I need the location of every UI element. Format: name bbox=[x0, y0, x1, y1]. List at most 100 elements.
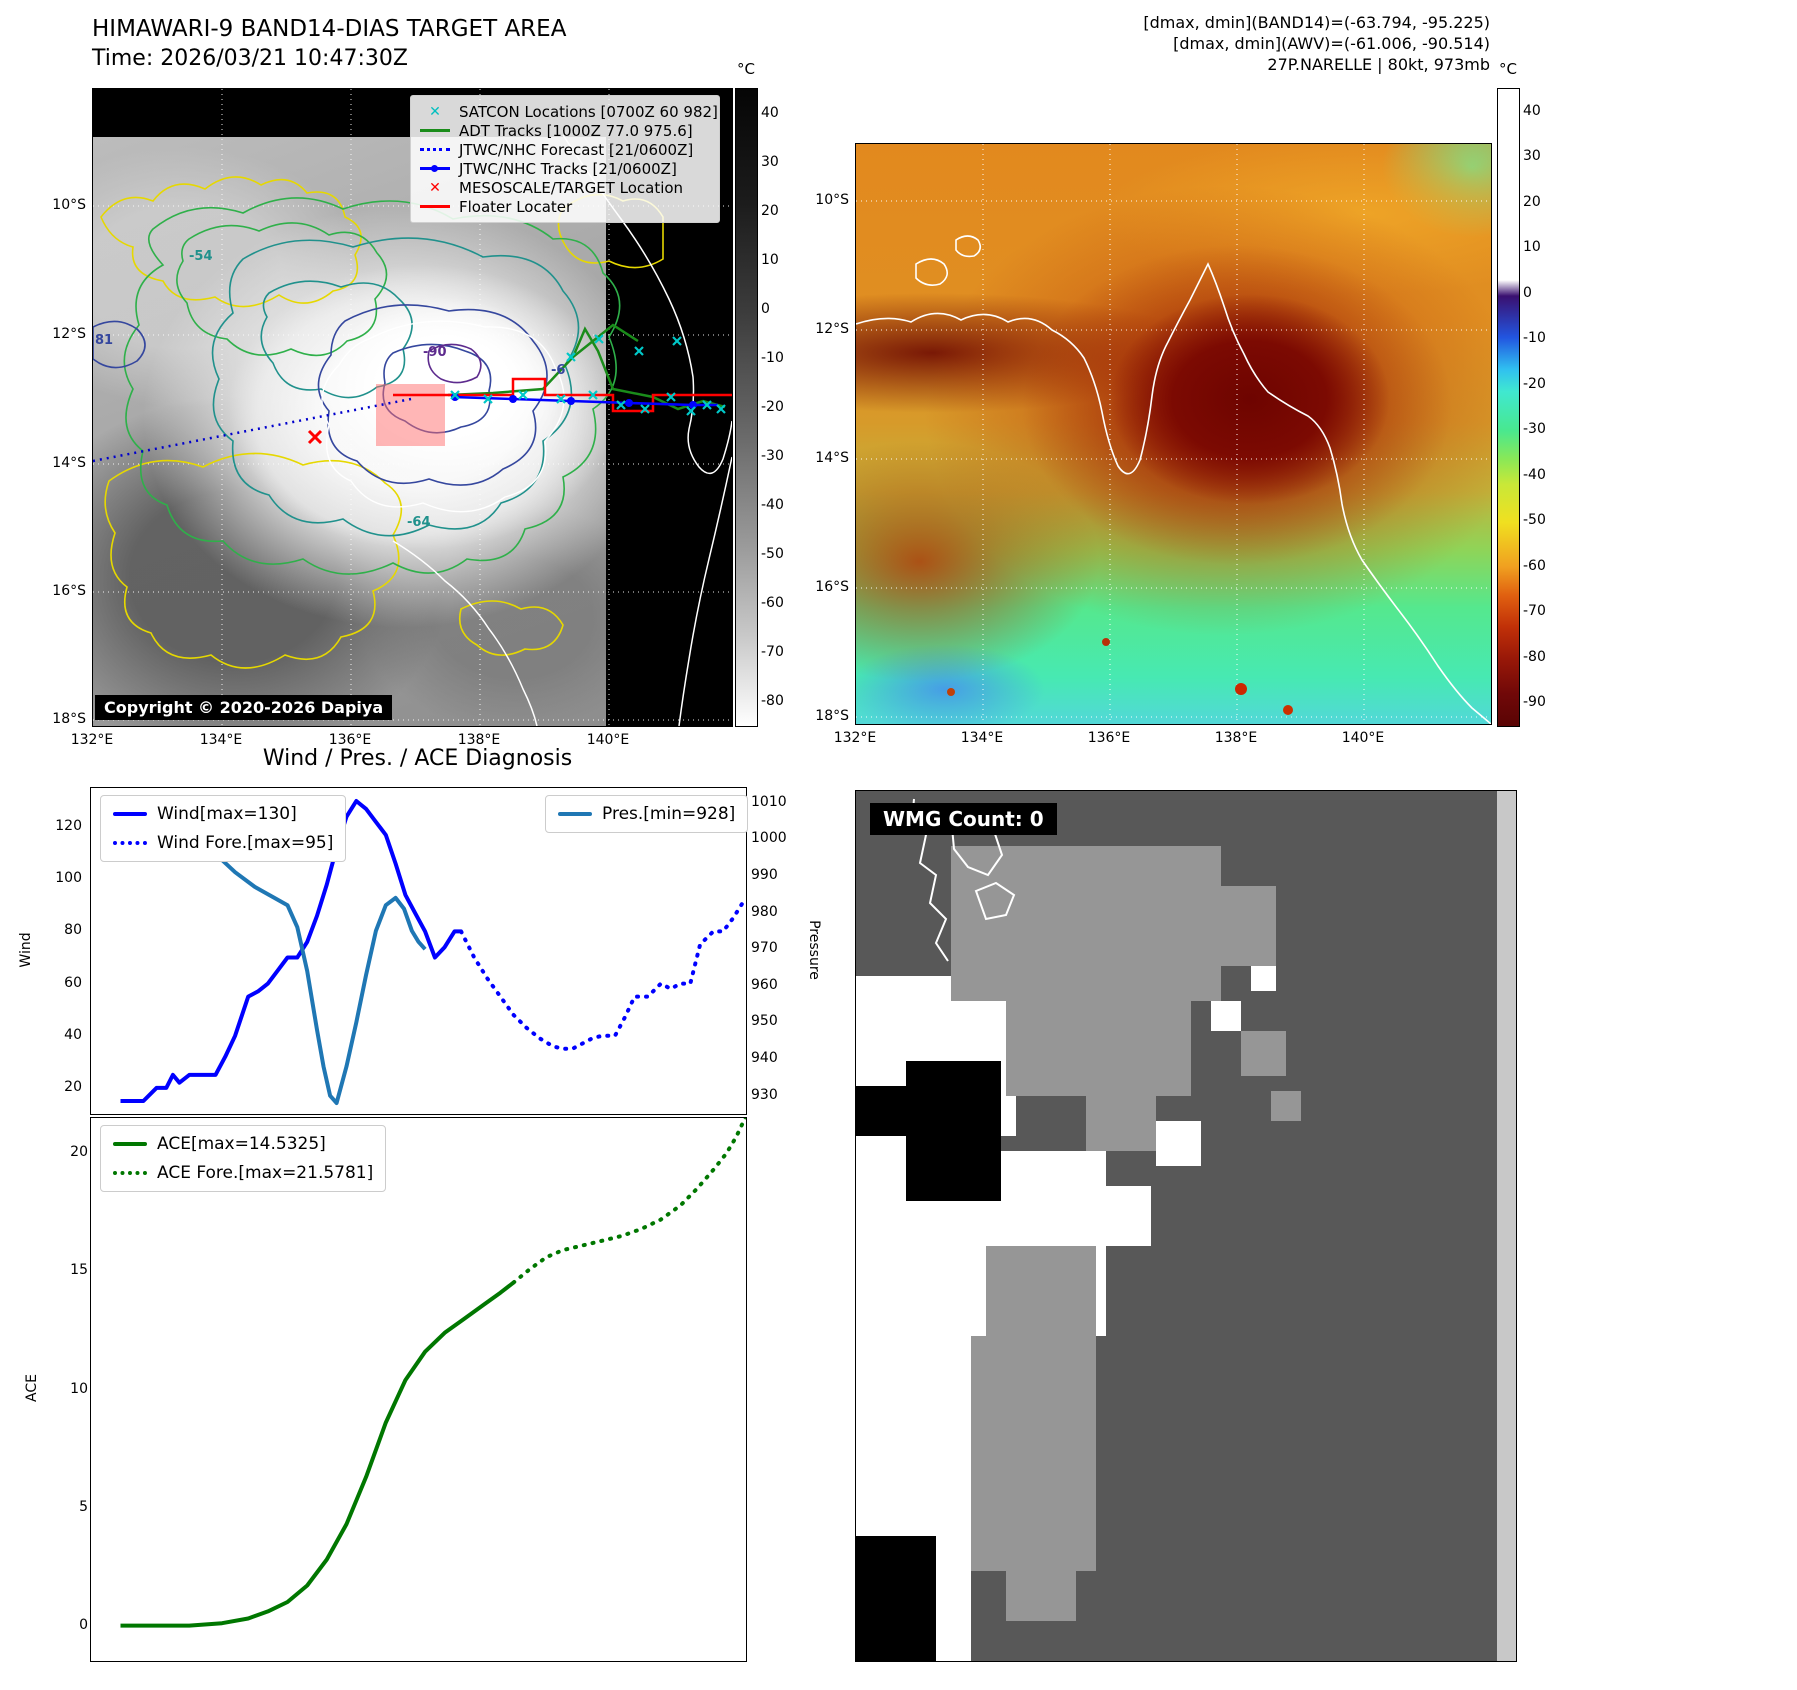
chart-line bbox=[120, 808, 427, 1105]
wind-legend: Wind[max=130] Wind Fore.[max=95] bbox=[100, 795, 347, 862]
page-title: HIMAWARI-9 BAND14-DIAS TARGET AREA bbox=[92, 16, 567, 42]
tick-label: -90 bbox=[1523, 694, 1546, 711]
tick-label: -80 bbox=[1523, 648, 1546, 665]
wmg-pixel-blocks bbox=[856, 791, 1516, 1661]
tick-label: 134°E bbox=[960, 730, 1004, 746]
tick-label: 980 bbox=[751, 903, 778, 920]
tick-label: -60 bbox=[1523, 557, 1546, 574]
tick-label: -70 bbox=[761, 643, 784, 660]
legend-label: Floater Locater bbox=[459, 197, 573, 216]
tick-label: 136°E bbox=[1087, 730, 1131, 746]
legend-label: JTWC/NHC Forecast [21/0600Z] bbox=[459, 140, 694, 159]
tick-label: 18°S bbox=[815, 708, 849, 724]
band14-map-overlay bbox=[93, 89, 732, 726]
colorbar-unit-label: °C bbox=[1499, 60, 1517, 78]
tick-label: 12°S bbox=[52, 326, 86, 342]
band14-colorbar bbox=[735, 88, 758, 727]
legend-item: JTWC/NHC Forecast [21/0600Z] bbox=[419, 140, 711, 159]
tick-label: 14°S bbox=[52, 455, 86, 471]
tick-label: 140°E bbox=[586, 732, 630, 748]
temperature-contours bbox=[93, 176, 664, 669]
chart-line bbox=[511, 1118, 746, 1285]
ir-grayscale-imagery bbox=[93, 137, 606, 726]
tick-label: 0 bbox=[79, 1616, 88, 1633]
enhanced-ir-map bbox=[855, 143, 1492, 725]
tick-label: 30 bbox=[761, 153, 779, 170]
wmg-count-map: WMG Count: 0 bbox=[855, 790, 1517, 1662]
tick-label: 10°S bbox=[52, 197, 86, 213]
pressure-axis-label: Pressure bbox=[806, 920, 822, 980]
tick-label: 140°E bbox=[1341, 730, 1385, 746]
wind-pressure-plot-area bbox=[120, 799, 746, 1105]
pressure-legend: Pres.[min=928] bbox=[545, 795, 749, 833]
enhanced-ir-overlay bbox=[856, 144, 1491, 724]
wmg-block bbox=[1201, 886, 1276, 966]
wind-line-swatch bbox=[113, 812, 147, 816]
grid-lines bbox=[856, 144, 1491, 724]
tick-label: 14°S bbox=[815, 450, 849, 466]
tick-label: 10 bbox=[1523, 239, 1541, 256]
tick-label: 15 bbox=[70, 1262, 88, 1279]
tick-label: -10 bbox=[761, 349, 784, 366]
red-line-icon bbox=[419, 200, 451, 214]
satcon-x-icon bbox=[702, 400, 712, 410]
green-line-icon bbox=[419, 124, 451, 138]
ace-plot-area bbox=[120, 1118, 746, 1628]
tick-label: 40 bbox=[761, 104, 779, 121]
cyan-x-icon: ✕ bbox=[429, 103, 441, 120]
wmg-block bbox=[1211, 1001, 1241, 1031]
tick-label: 5 bbox=[79, 1498, 88, 1515]
band14-satellite-map: ✕ SATCON Locations [0700Z 60 982] ADT Trac… bbox=[92, 88, 733, 727]
wmg-map-overlay bbox=[856, 791, 1516, 1661]
tick-label: 960 bbox=[751, 976, 778, 993]
map-legend: ✕ SATCON Locations [0700Z 60 982] ADT Trac… bbox=[410, 95, 720, 223]
jtwc-track-points bbox=[451, 393, 697, 409]
stats-header: [dmax, dmin](BAND14)=(-63.794, -95.225) … bbox=[1050, 12, 1490, 75]
timestamp: Time: 2026/03/21 10:47:30Z bbox=[92, 46, 408, 71]
tick-label: 940 bbox=[751, 1050, 778, 1067]
tick-label: -80 bbox=[761, 692, 784, 709]
wmg-block bbox=[986, 1246, 1096, 1336]
tick-label: 20 bbox=[1523, 193, 1541, 210]
tick-label: 138°E bbox=[457, 732, 501, 748]
tick-label: 100 bbox=[55, 870, 82, 887]
tick-label: -70 bbox=[1523, 603, 1546, 620]
legend-item: ACE[max=14.5325] bbox=[113, 1134, 373, 1154]
enhanced-ir-colorbar bbox=[1497, 88, 1520, 727]
legend-label: JTWC/NHC Tracks [21/0600Z] bbox=[459, 159, 677, 178]
dmax-dmin-awv: [dmax, dmin](AWV)=(-61.006, -90.514) bbox=[1173, 34, 1490, 53]
tick-label: 10 bbox=[761, 251, 779, 268]
hot-spots bbox=[947, 638, 1293, 715]
satcon-markers bbox=[450, 334, 726, 416]
satcon-x-icon bbox=[566, 352, 576, 362]
tick-label: 16°S bbox=[52, 583, 86, 599]
tick-label: 930 bbox=[751, 1086, 778, 1103]
legend-item: ADT Tracks [1000Z 77.0 975.6] bbox=[419, 121, 711, 140]
satcon-x-icon bbox=[672, 336, 682, 346]
satcon-x-icon bbox=[483, 394, 493, 404]
tick-label: 10 bbox=[70, 1380, 88, 1397]
tick-label: 132°E bbox=[833, 730, 877, 746]
mesoscale-target-marker bbox=[307, 429, 323, 445]
wind-forecast-swatch bbox=[113, 841, 147, 845]
tick-label: 950 bbox=[751, 1013, 778, 1030]
grid-lines bbox=[93, 89, 732, 726]
legend-label: ACE Fore.[max=21.5781] bbox=[157, 1163, 374, 1183]
legend-label: Wind Fore.[max=95] bbox=[157, 833, 334, 853]
tick-label: 30 bbox=[1523, 148, 1541, 165]
contour-label: -64 bbox=[407, 515, 431, 530]
coastline bbox=[856, 235, 1491, 724]
tick-label: 970 bbox=[751, 940, 778, 957]
tick-label: 60 bbox=[64, 974, 82, 991]
tick-label: 80 bbox=[64, 922, 82, 939]
target-area-box bbox=[376, 384, 445, 446]
ace-legend: ACE[max=14.5325] ACE Fore.[max=21.5781] bbox=[100, 1125, 387, 1192]
wmg-block bbox=[1271, 1091, 1301, 1121]
contour-label: -6 bbox=[551, 363, 566, 378]
wmg-block bbox=[951, 1171, 979, 1199]
tick-label: 138°E bbox=[1214, 730, 1258, 746]
ace-line-swatch bbox=[113, 1142, 147, 1146]
jtwc-track-line bbox=[452, 395, 718, 407]
tick-label: 1000 bbox=[751, 830, 787, 847]
tick-label: 20 bbox=[761, 202, 779, 219]
